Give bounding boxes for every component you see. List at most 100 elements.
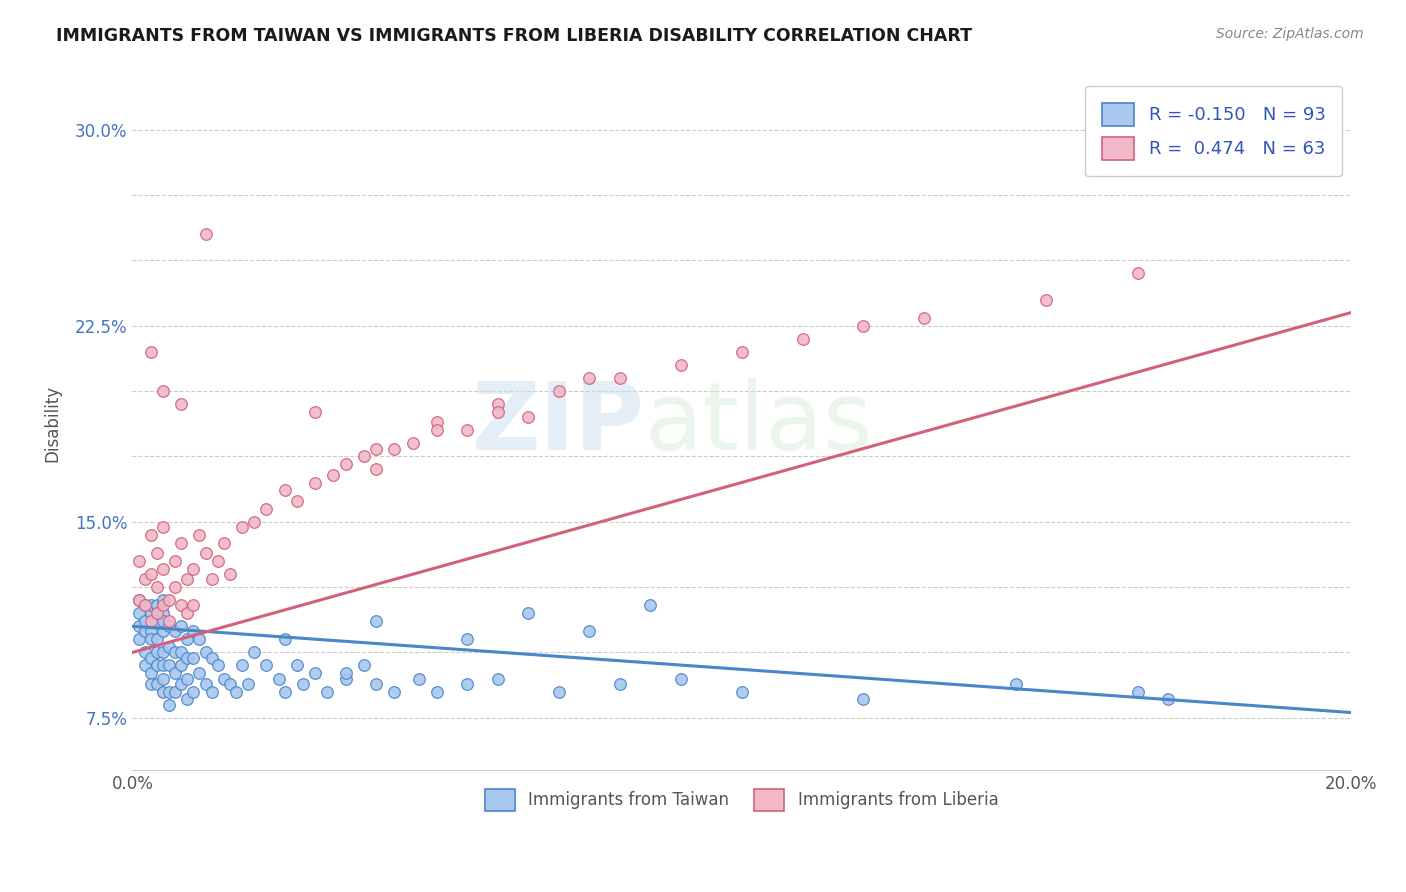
Point bbox=[457, 632, 479, 647]
Point bbox=[152, 672, 174, 686]
Point bbox=[231, 658, 253, 673]
Point bbox=[170, 677, 193, 691]
Point bbox=[274, 632, 297, 647]
Point bbox=[384, 442, 406, 456]
Point bbox=[134, 614, 156, 628]
Point bbox=[335, 666, 357, 681]
Point bbox=[219, 677, 242, 691]
Point bbox=[139, 650, 162, 665]
Point bbox=[170, 535, 193, 549]
Point bbox=[322, 467, 344, 482]
Point bbox=[139, 614, 162, 628]
Point bbox=[292, 677, 315, 691]
Point bbox=[353, 658, 375, 673]
Point bbox=[231, 520, 253, 534]
Point bbox=[139, 599, 162, 613]
Point bbox=[146, 645, 169, 659]
Point bbox=[152, 684, 174, 698]
Point bbox=[256, 501, 278, 516]
Point bbox=[157, 614, 180, 628]
Point bbox=[152, 606, 174, 620]
Point bbox=[152, 520, 174, 534]
Point bbox=[157, 698, 180, 712]
Point bbox=[139, 528, 162, 542]
Point bbox=[165, 580, 187, 594]
Point bbox=[139, 677, 162, 691]
Point bbox=[128, 593, 150, 607]
Point bbox=[547, 684, 569, 698]
Point bbox=[146, 546, 169, 560]
Point bbox=[426, 423, 449, 437]
Point bbox=[285, 658, 308, 673]
Point bbox=[335, 457, 357, 471]
Point bbox=[243, 515, 266, 529]
Point bbox=[852, 692, 875, 706]
Point bbox=[274, 684, 297, 698]
Point bbox=[183, 684, 205, 698]
Point bbox=[146, 599, 169, 613]
Point bbox=[134, 599, 156, 613]
Point bbox=[152, 624, 174, 639]
Point bbox=[207, 658, 229, 673]
Point bbox=[267, 672, 290, 686]
Point bbox=[134, 658, 156, 673]
Point bbox=[638, 599, 661, 613]
Point bbox=[609, 371, 631, 385]
Point bbox=[730, 684, 752, 698]
Point bbox=[152, 645, 174, 659]
Point bbox=[285, 493, 308, 508]
Point bbox=[157, 640, 180, 655]
Point bbox=[1035, 293, 1057, 307]
Point bbox=[201, 572, 224, 586]
Point bbox=[183, 624, 205, 639]
Point bbox=[165, 684, 187, 698]
Text: atlas: atlas bbox=[644, 377, 872, 470]
Point bbox=[165, 645, 187, 659]
Point bbox=[128, 593, 150, 607]
Point bbox=[304, 475, 326, 490]
Point bbox=[1126, 684, 1149, 698]
Point bbox=[170, 645, 193, 659]
Point bbox=[146, 677, 169, 691]
Point bbox=[219, 566, 242, 581]
Point bbox=[669, 672, 692, 686]
Point bbox=[243, 645, 266, 659]
Point bbox=[486, 672, 509, 686]
Point bbox=[366, 442, 388, 456]
Point bbox=[128, 554, 150, 568]
Point bbox=[157, 593, 180, 607]
Point bbox=[207, 554, 229, 568]
Y-axis label: Disability: Disability bbox=[44, 385, 60, 462]
Point bbox=[176, 572, 198, 586]
Point bbox=[134, 599, 156, 613]
Point bbox=[157, 619, 180, 633]
Point bbox=[457, 677, 479, 691]
Point bbox=[792, 332, 814, 346]
Point bbox=[426, 684, 449, 698]
Point bbox=[165, 624, 187, 639]
Point bbox=[157, 658, 180, 673]
Point bbox=[152, 614, 174, 628]
Point bbox=[188, 666, 211, 681]
Point bbox=[139, 624, 162, 639]
Point bbox=[165, 666, 187, 681]
Point bbox=[669, 358, 692, 372]
Point bbox=[128, 632, 150, 647]
Point bbox=[547, 384, 569, 398]
Point bbox=[578, 624, 600, 639]
Point bbox=[304, 666, 326, 681]
Point bbox=[176, 606, 198, 620]
Point bbox=[134, 624, 156, 639]
Point bbox=[1126, 267, 1149, 281]
Point bbox=[139, 666, 162, 681]
Point bbox=[183, 599, 205, 613]
Point bbox=[426, 416, 449, 430]
Point bbox=[1004, 677, 1026, 691]
Point bbox=[517, 606, 540, 620]
Text: ZIP: ZIP bbox=[471, 377, 644, 470]
Point bbox=[486, 405, 509, 419]
Point bbox=[188, 632, 211, 647]
Point bbox=[408, 672, 430, 686]
Point bbox=[146, 614, 169, 628]
Legend: Immigrants from Taiwan, Immigrants from Liberia: Immigrants from Taiwan, Immigrants from … bbox=[471, 776, 1012, 824]
